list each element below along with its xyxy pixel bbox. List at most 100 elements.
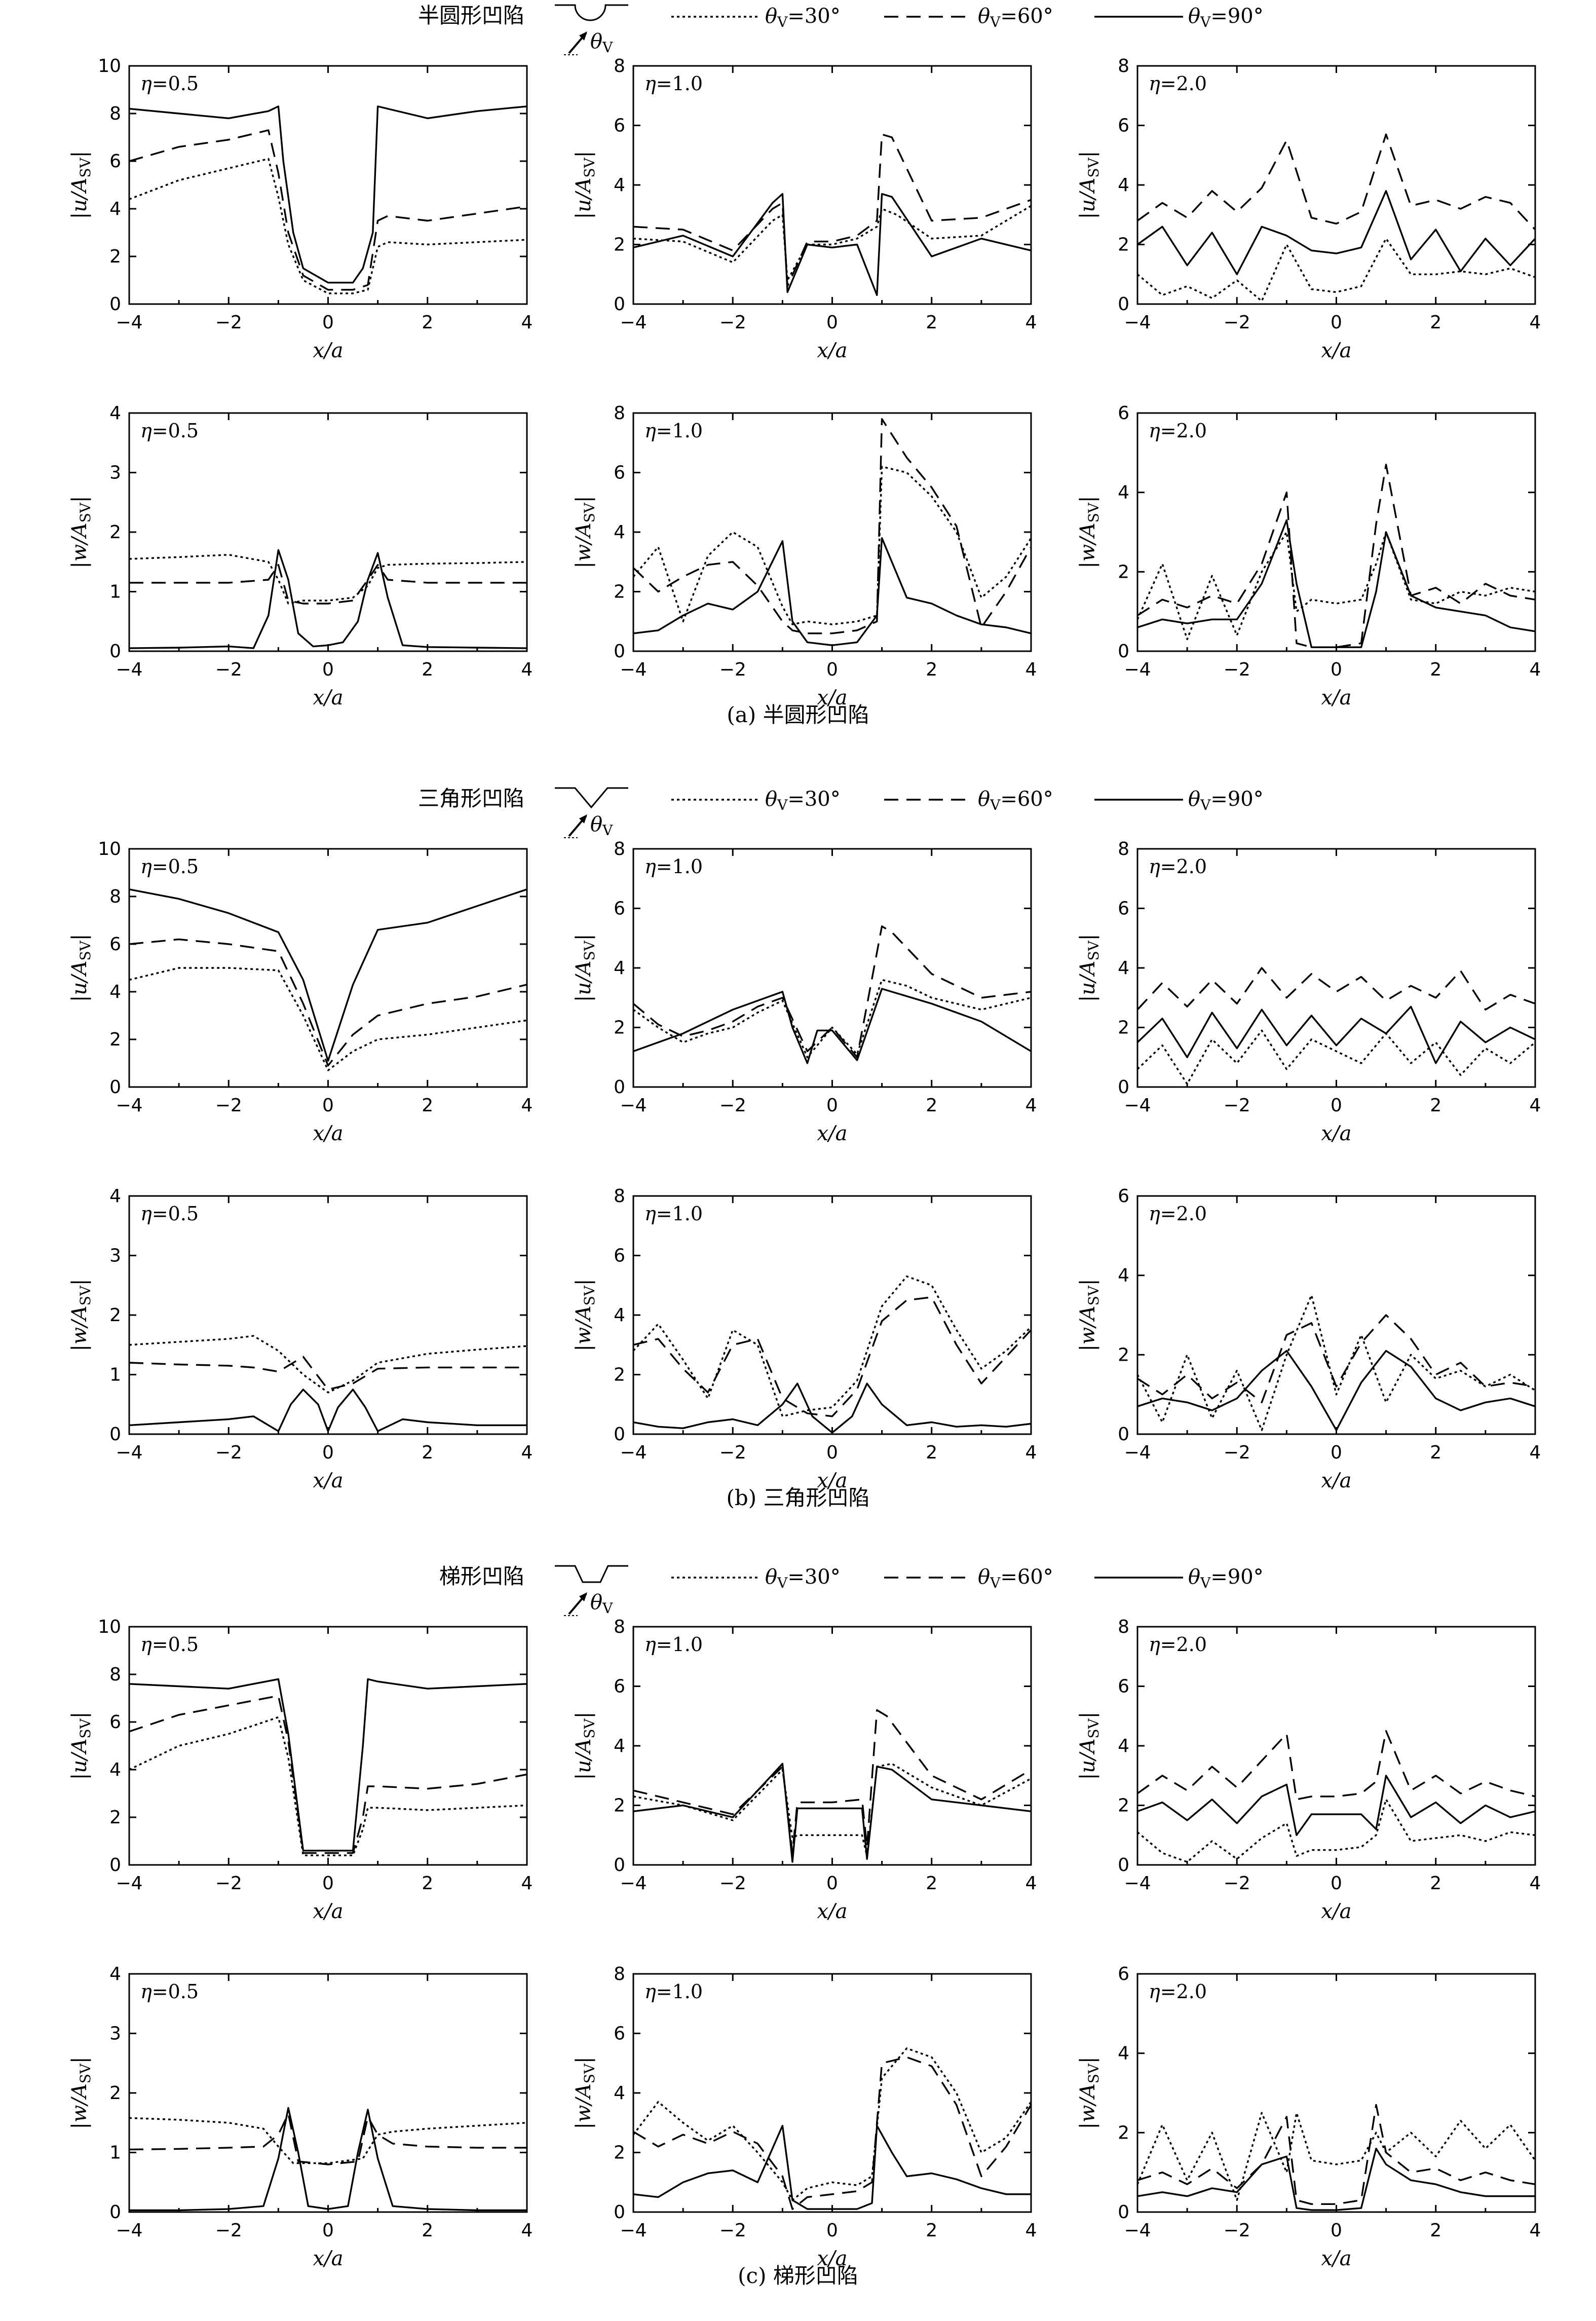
incidence-angle-symbol: θV — [590, 30, 613, 56]
y-tick-label: 4 — [1118, 1265, 1129, 1286]
x-axis-title: x/a — [1321, 1122, 1352, 1145]
x-tick-label: 4 — [1025, 1442, 1037, 1463]
panel-u-2: −4 −2 0 2 4 0 2 4 6 8 η=2.0 x/a |u/ASV| — [1076, 56, 1541, 362]
y-tick-label: 2 — [1118, 1344, 1129, 1365]
x-tick-label: −2 — [215, 2220, 242, 2241]
x-tick-label: 4 — [1025, 312, 1037, 333]
y-tick-label: 6 — [614, 1246, 625, 1266]
x-tick-label: 2 — [1430, 659, 1441, 680]
x-tick-label: 2 — [422, 659, 433, 680]
x-tick-label: −2 — [215, 1095, 242, 1116]
plot-frame — [632, 1626, 1032, 1866]
x-tick-label: 2 — [1430, 312, 1441, 333]
y-tick-label: 6 — [614, 2024, 625, 2044]
legend-label: θV=30° — [765, 788, 841, 813]
series-line-60deg — [633, 418, 1031, 634]
y-axis-title-u: |u/ASV| — [1076, 1712, 1102, 1780]
x-tick-label: −2 — [1224, 1873, 1250, 1894]
x-tick-label: −4 — [1124, 1095, 1151, 1116]
x-tick-label: −4 — [1124, 659, 1151, 680]
y-tick-label: 2 — [1118, 235, 1129, 255]
y-tick-label: 8 — [1118, 839, 1129, 859]
group-caption: (c) 梯形凹陷 — [738, 2263, 858, 2288]
x-tick-label: −4 — [620, 1873, 647, 1894]
series-line-60deg — [633, 2056, 1031, 2210]
legend-item-dot: θV=30° — [671, 5, 841, 30]
y-tick-label: 4 — [1118, 2043, 1129, 2064]
x-axis-title: x/a — [313, 1900, 344, 1923]
series-line-30deg — [129, 553, 527, 605]
plot-frame — [632, 1973, 1032, 2213]
x-axis-title: x/a — [1321, 1900, 1352, 1923]
legend-label: θV=60° — [978, 788, 1053, 813]
series-line-60deg — [129, 129, 527, 291]
x-tick-label: 0 — [1331, 1095, 1342, 1116]
series-line-30deg — [129, 2117, 527, 2164]
plot-frame — [1136, 1626, 1536, 1866]
eta-label: η=0.5 — [140, 72, 199, 95]
panel-w-0: −4 −2 0 2 4 0 1 2 3 4 η=0.5 x/a |w/ASV| — [68, 403, 533, 709]
eta-label: η=2.0 — [1149, 72, 1207, 95]
x-axis-title: x/a — [313, 1469, 344, 1492]
series-line-90deg — [1137, 1005, 1535, 1064]
y-tick-label: 4 — [614, 175, 625, 196]
x-tick-label: 4 — [521, 1442, 533, 1463]
x-tick-label: −2 — [215, 659, 242, 680]
y-tick-label: 2 — [614, 2143, 625, 2163]
eta-label: η=1.0 — [644, 1633, 703, 1656]
x-tick-label: 0 — [1331, 1873, 1342, 1894]
x-tick-label: 2 — [422, 312, 433, 333]
series-line-90deg — [1137, 2148, 1535, 2211]
y-tick-label: 4 — [1118, 482, 1129, 503]
panel-u-2: −4 −2 0 2 4 0 2 4 6 8 η=2.0 x/a |u/ASV| — [1076, 1617, 1541, 1923]
x-tick-label: −2 — [1224, 1442, 1250, 1463]
x-tick-label: −2 — [719, 1095, 746, 1116]
y-tick-label: 6 — [1118, 1676, 1129, 1697]
x-tick-label: 0 — [826, 312, 838, 333]
series-line-90deg — [1137, 1775, 1535, 1837]
plot-frame — [1136, 412, 1536, 652]
x-tick-label: −4 — [620, 2220, 647, 2241]
x-tick-label: 0 — [322, 2220, 334, 2241]
y-tick-label: 8 — [1118, 1617, 1129, 1637]
x-tick-label: 0 — [322, 659, 334, 680]
x-axis-title: x/a — [313, 2247, 344, 2270]
x-axis-title: x/a — [313, 1122, 344, 1145]
eta-label: η=2.0 — [1149, 420, 1207, 442]
x-tick-label: 4 — [521, 2220, 533, 2241]
x-tick-label: −2 — [719, 312, 746, 333]
y-tick-label: 2 — [1118, 1795, 1129, 1816]
legend-label: θV=60° — [978, 5, 1053, 30]
x-tick-label: 2 — [926, 1095, 937, 1116]
group-header: 三角形凹陷 θV θV=30° θV=60° θV=90° — [418, 786, 1264, 839]
x-tick-label: −2 — [719, 1873, 746, 1894]
y-tick-label: 3 — [109, 1246, 121, 1266]
series-line-90deg — [129, 1678, 527, 1852]
eta-label: η=0.5 — [140, 1633, 199, 1656]
series-line-30deg — [129, 1716, 527, 1856]
y-axis-title-u: |u/ASV| — [572, 1712, 598, 1780]
legend-item-dash: θV=60° — [884, 5, 1053, 30]
y-tick-label: 1 — [109, 1365, 121, 1386]
y-tick-label: 2 — [1118, 561, 1129, 582]
x-tick-label: 0 — [322, 1442, 334, 1463]
panel-u-2: −4 −2 0 2 4 0 2 4 6 8 η=2.0 x/a |u/ASV| — [1076, 839, 1541, 1145]
panel-w-1: −4 −2 0 2 4 0 2 4 6 8 η=1.0 x/a |w/ASV| — [572, 403, 1037, 709]
plot-frame — [128, 848, 528, 1088]
y-tick-label: 6 — [614, 463, 625, 483]
series-line-90deg — [633, 988, 1031, 1064]
y-tick-label: 8 — [109, 103, 121, 124]
x-tick-label: 2 — [1430, 2220, 1441, 2241]
series-line-30deg — [633, 205, 1031, 281]
series-line-30deg — [633, 1763, 1031, 1857]
x-tick-label: −4 — [620, 659, 647, 680]
x-tick-label: 0 — [322, 1095, 334, 1116]
y-tick-label: 4 — [1118, 1736, 1129, 1756]
x-tick-label: −2 — [719, 2220, 746, 2241]
y-tick-label: 6 — [614, 116, 625, 136]
y-tick-label: 2 — [614, 1795, 625, 1816]
y-tick-label: 4 — [614, 1305, 625, 1326]
series-line-90deg — [633, 193, 1031, 296]
plot-frame — [1136, 1973, 1536, 2213]
